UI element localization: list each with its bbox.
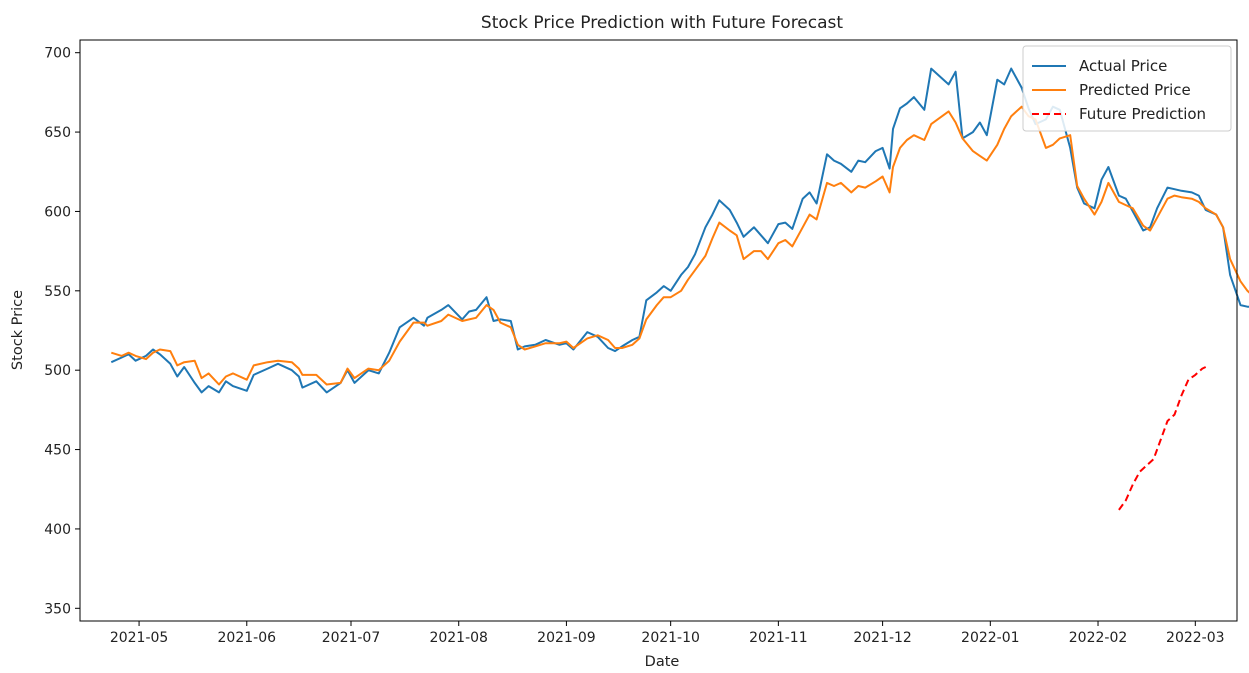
y-tick-label: 600	[44, 204, 71, 220]
x-tick-label: 2022-02	[1069, 630, 1128, 646]
x-tick-label: 2021-06	[218, 630, 277, 646]
chart-title: Stock Price Prediction with Future Forec…	[481, 13, 843, 33]
legend-label-future-prediction: Future Prediction	[1079, 105, 1206, 123]
x-tick-label: 2021-10	[641, 630, 700, 646]
x-tick-label: 2021-08	[429, 630, 488, 646]
series-layer	[110, 67, 1249, 511]
y-tick-label: 700	[44, 46, 71, 62]
future-prediction-line	[1118, 366, 1207, 511]
y-tick-label: 350	[44, 601, 71, 617]
x-axis-title: Date	[645, 654, 680, 670]
x-tick-label: 2022-01	[961, 630, 1020, 646]
plot-frame	[79, 39, 1238, 622]
y-axis: 350 400 450 500 550 600 650 700	[44, 46, 80, 617]
actual-price-line	[110, 67, 1249, 394]
x-tick-label: 2021-05	[110, 630, 169, 646]
legend-label-actual-price: Actual Price	[1079, 57, 1167, 75]
legend-label-predicted-price: Predicted Price	[1079, 81, 1191, 99]
legend-box	[1022, 45, 1232, 132]
x-tick-label: 2021-11	[749, 630, 808, 646]
y-tick-label: 400	[44, 522, 71, 538]
y-tick-label: 550	[44, 284, 71, 300]
predicted-price-line	[111, 105, 1249, 386]
y-tick-label: 500	[44, 363, 71, 379]
x-tick-label: 2021-09	[537, 630, 596, 646]
x-tick-label: 2021-12	[853, 630, 912, 646]
y-tick-label: 450	[44, 443, 71, 459]
x-tick-label: 2022-03	[1166, 630, 1225, 646]
x-tick-label: 2021-07	[322, 630, 381, 646]
legend: Actual Price Predicted Price Future Predic…	[1022, 45, 1232, 132]
x-axis: 2021-05 2021-06 2021-07 2021-08 2021-09 2021-…	[110, 621, 1225, 646]
y-tick-label: 650	[44, 125, 71, 141]
y-axis-title: Stock Price	[10, 290, 26, 370]
